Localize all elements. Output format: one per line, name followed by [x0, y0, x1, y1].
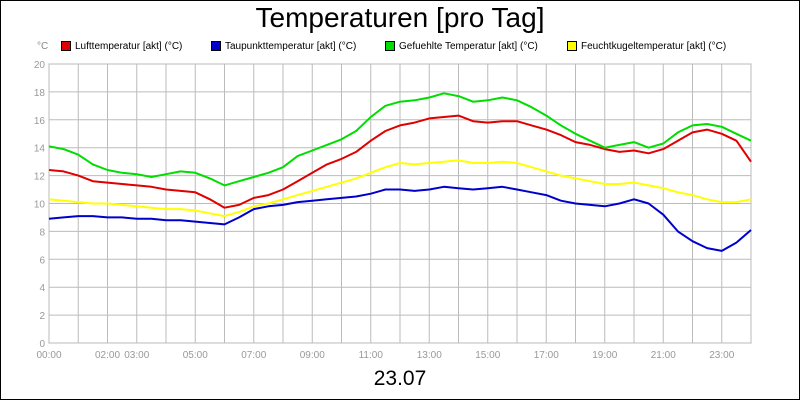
- y-tick-label: 18: [34, 88, 46, 99]
- x-tick-label: 17:00: [534, 350, 559, 361]
- x-tick-label: 11:00: [359, 350, 384, 361]
- legend-swatch: [61, 41, 71, 51]
- legend-label: Lufttemperatur [akt] (°C): [75, 40, 183, 52]
- series-line-2: [48, 185, 752, 252]
- x-tick-label: 19:00: [592, 350, 617, 361]
- legend-item: Lufttemperatur [akt] (°C): [61, 39, 211, 53]
- legend-label: Taupunkttemperatur [akt] (°C): [225, 40, 357, 52]
- legend-label: Feuchtkugeltemperatur [akt] (°C): [581, 40, 727, 52]
- x-tick-label: 07:00: [241, 350, 266, 361]
- series-line-4: [48, 159, 752, 218]
- y-tick-label: 14: [34, 144, 46, 155]
- y-tick-label: 12: [34, 172, 46, 183]
- x-tick-label: 21:00: [651, 350, 676, 361]
- legend-swatch: [567, 41, 577, 51]
- y-tick-label: 16: [34, 116, 46, 127]
- x-tick-label: 00:00: [36, 350, 61, 361]
- legend-item: Feuchtkugeltemperatur [akt] (°C): [567, 39, 743, 53]
- y-tick-label: 20: [34, 60, 46, 71]
- legend-swatch: [211, 41, 221, 51]
- legend-item: Gefuehlte Temperatur [akt] (°C): [385, 39, 567, 53]
- chart-title: Temperaturen [pro Tag]: [255, 2, 545, 33]
- date-label: 23.07: [373, 367, 427, 390]
- series-line-3: [48, 92, 752, 187]
- x-tick-label: 02:00: [95, 350, 120, 361]
- x-tick-label: 15:00: [475, 350, 500, 361]
- series-line-1: [48, 114, 752, 209]
- x-tick-label: 05:00: [183, 350, 208, 361]
- x-tick-label: 09:00: [300, 350, 325, 361]
- y-tick-label: 8: [39, 227, 45, 238]
- x-tick-label: 03:00: [124, 350, 149, 361]
- y-axis-unit: °C: [37, 41, 49, 52]
- y-tick-label: 2: [39, 311, 45, 322]
- legend-swatch: [385, 41, 395, 51]
- legend: Lufttemperatur [akt] (°C) Taupunkttempera…: [61, 39, 743, 53]
- y-tick-label: 4: [39, 283, 45, 294]
- x-tick-label: 13:00: [417, 350, 442, 361]
- legend-label: Gefuehlte Temperatur [akt] (°C): [399, 40, 538, 52]
- x-tick-label: 23:00: [709, 350, 734, 361]
- legend-item: Taupunkttemperatur [akt] (°C): [211, 39, 385, 53]
- y-tick-label: 10: [34, 200, 46, 211]
- y-tick-label: 0: [39, 339, 45, 350]
- y-tick-label: 6: [39, 255, 45, 266]
